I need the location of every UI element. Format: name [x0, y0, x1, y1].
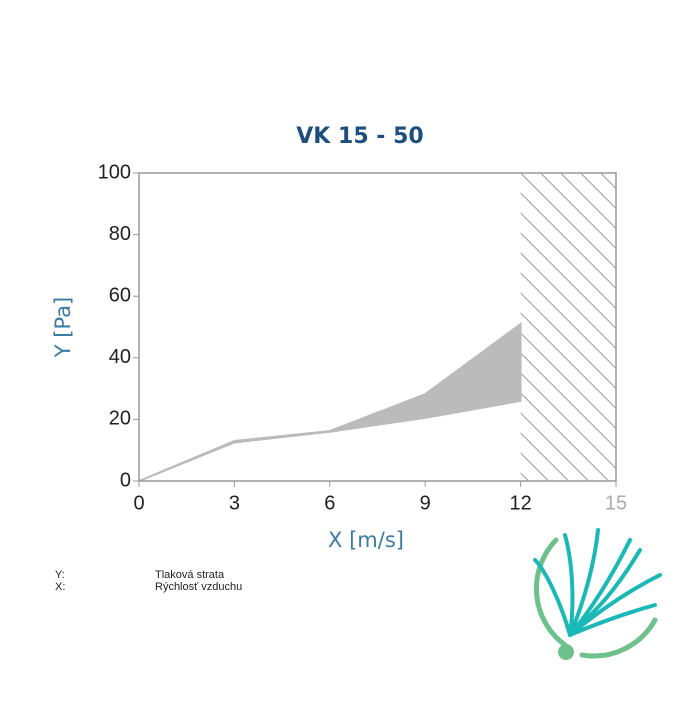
- hatch-line: [681, 173, 700, 481]
- note-text: Tlaková strata: [155, 569, 225, 581]
- note-key: Y:: [55, 569, 65, 581]
- note-text: Rýchlosť vzduchu: [155, 581, 242, 593]
- hatch: [121, 173, 700, 481]
- x-tick-label: 6: [324, 492, 335, 514]
- hatch-line: [520, 173, 616, 270]
- hatch-line: [621, 173, 700, 481]
- x-axis-label: X [m/s]: [328, 528, 404, 552]
- hatch-line: [641, 173, 700, 481]
- hatch-line: [520, 252, 616, 350]
- x-tick-label: 9: [420, 492, 431, 514]
- y-tick-label: 60: [109, 284, 131, 306]
- hatch-line: [661, 173, 700, 481]
- plot-frame: [138, 172, 617, 482]
- hatch-line: [121, 173, 429, 481]
- y-tick-label: 100: [98, 161, 131, 183]
- hatch-line: [161, 173, 469, 481]
- note-key: X:: [55, 581, 65, 593]
- x-tick-label: 12: [509, 492, 531, 514]
- hatch-line: [520, 472, 529, 481]
- y-tick-label: 80: [109, 223, 131, 245]
- y-axis-label: Y [Pa]: [51, 297, 75, 358]
- hatch-line: [520, 292, 616, 390]
- x-tick-label: 15: [605, 492, 627, 514]
- hatch-line: [520, 232, 616, 330]
- hatch-line: [520, 312, 616, 410]
- hatch-line: [540, 173, 616, 250]
- chart-title: VK 15 - 50: [296, 124, 423, 149]
- y-tick-label: 20: [109, 408, 131, 430]
- hatch-line: [201, 173, 509, 481]
- hatch-line: [560, 173, 616, 230]
- logo: [533, 528, 662, 660]
- y-tick-label: 0: [120, 469, 131, 491]
- area: [138, 321, 522, 482]
- hatch-line: [520, 192, 616, 290]
- hatch-line: [520, 212, 616, 310]
- hatch-line: [520, 372, 616, 470]
- hatch-line: [181, 173, 489, 481]
- x-tick-label: 3: [229, 492, 240, 514]
- y-tick-label: 40: [109, 346, 131, 368]
- hatch-line: [520, 352, 616, 450]
- x-tick-label: 0: [133, 492, 144, 514]
- hatch-line: [520, 412, 589, 481]
- hatch-line: [580, 173, 616, 210]
- hatch-line: [520, 272, 616, 370]
- hatch-line: [520, 332, 616, 430]
- hatch-line: [520, 392, 609, 481]
